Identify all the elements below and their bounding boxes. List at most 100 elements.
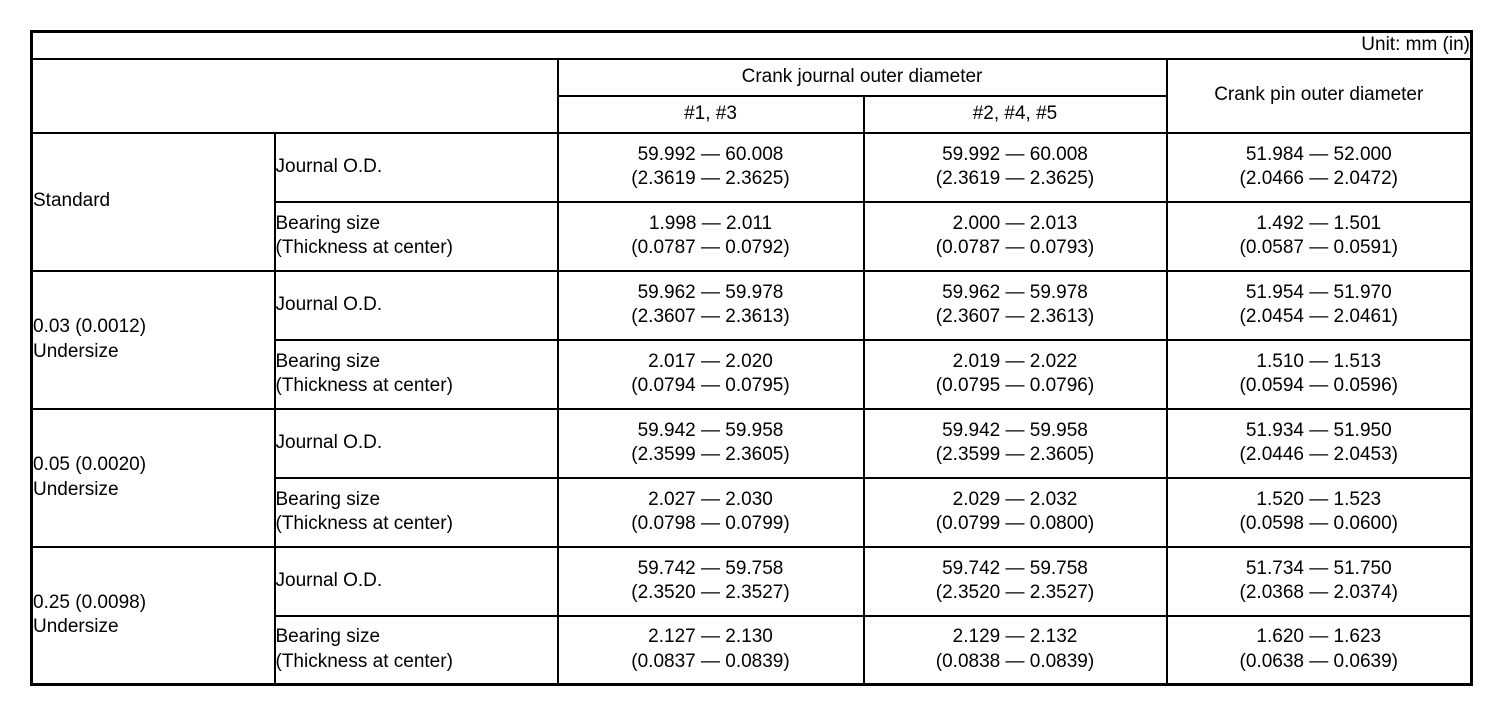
cell-005-bearing-pin: 1.520 — 1.523 (0.0598 — 0.0600) (1165, 476, 1473, 548)
value-mm: 1.620 — 1.623 (1256, 626, 1382, 648)
size-label-standard: Standard (30, 131, 276, 272)
value-in: (0.0794 — 0.0795) (631, 375, 790, 397)
value-in: (2.3607 — 2.3613) (631, 306, 790, 328)
size-label-005-undersize: 0.05 (0.0020) Undersize (30, 407, 276, 548)
cell-003-bearing-j245: 2.019 — 2.022 (0.0795 — 0.0796) (862, 338, 1168, 410)
size-label-025-undersize: 0.25 (0.0098) Undersize (30, 545, 276, 686)
value-mm: 2.017 — 2.020 (648, 350, 773, 372)
row-005-undersize-journal-od: 0.05 (0.0020) Undersize Journal O.D. 59.… (30, 407, 1473, 548)
cell-003-journal-j245: 59.962 — 59.978 (2.3607 — 2.3613) (862, 269, 1168, 341)
cell-025-journal-pin: 51.734 — 51.750 (2.0368 — 2.0374) (1165, 545, 1473, 617)
value-in: (2.3599 — 2.3605) (631, 444, 790, 466)
cell-standard-journal-j13: 59.992 — 60.008 (2.3619 — 2.3625) (556, 131, 865, 203)
value-mm: 2.027 — 2.030 (648, 488, 773, 510)
value-in: (0.0795 — 0.0796) (935, 375, 1095, 397)
cell-003-bearing-pin: 1.510 — 1.513 (0.0594 — 0.0596) (1165, 338, 1473, 410)
cell-standard-journal-pin: 51.984 — 52.000 (2.0466 — 2.0472) (1165, 131, 1473, 203)
cell-025-bearing-pin: 1.620 — 1.623 (0.0638 — 0.0639) (1165, 614, 1473, 686)
value-in: (2.0446 — 2.0453) (1239, 444, 1398, 466)
row-025-undersize-journal-od: 0.25 (0.0098) Undersize Journal O.D. 59.… (30, 545, 1473, 686)
value-in: (0.0787 — 0.0792) (631, 237, 790, 259)
value-mm: 59.962 — 59.978 (637, 281, 784, 303)
value-mm: 59.962 — 59.978 (942, 281, 1088, 303)
value-mm: 2.127 — 2.130 (648, 626, 773, 648)
value-mm: 59.742 — 59.758 (637, 557, 784, 579)
value-in: (2.3607 — 2.3613) (935, 306, 1095, 328)
row-003-undersize-bearing-size: Bearing size (Thickness at center) 2.017… (32, 338, 1473, 410)
header-empty-cell (30, 57, 559, 134)
size-label-line2: Undersize (33, 478, 119, 500)
row-type-bearing-size: Bearing size (Thickness at center) (273, 476, 559, 548)
cell-005-journal-pin: 51.934 — 51.950 (2.0446 — 2.0453) (1165, 407, 1473, 479)
row-type-journal-od: Journal O.D. (273, 545, 559, 617)
bearing-size-line1: Bearing size (275, 212, 381, 234)
value-in: (0.0638 — 0.0639) (1239, 650, 1398, 672)
bearing-size-line1: Bearing size (275, 350, 381, 372)
bearing-size-line2: (Thickness at center) (275, 237, 453, 259)
row-type-journal-od: Journal O.D. (273, 407, 559, 479)
row-type-bearing-size: Bearing size (Thickness at center) (273, 614, 559, 686)
row-025-undersize-bearing-size: Bearing size (Thickness at center) 2.127… (32, 614, 1473, 686)
value-in: (2.3520 — 2.3527) (631, 582, 790, 604)
bearing-size-line1: Bearing size (275, 626, 381, 648)
value-mm: 1.520 — 1.523 (1256, 488, 1382, 510)
cell-003-journal-pin: 51.954 — 51.970 (2.0454 — 2.0461) (1165, 269, 1473, 341)
row-type-bearing-size: Bearing size (Thickness at center) (273, 338, 559, 410)
row-type-journal-od: Journal O.D. (273, 131, 559, 203)
value-in: (2.0466 — 2.0472) (1239, 168, 1398, 190)
cell-standard-bearing-j245: 2.000 — 2.013 (0.0787 — 0.0793) (862, 200, 1168, 272)
size-label-line1: 0.25 (0.0098) (33, 591, 147, 613)
value-mm: 2.029 — 2.032 (952, 488, 1078, 510)
cell-025-bearing-j13: 2.127 — 2.130 (0.0837 — 0.0839) (556, 614, 865, 686)
size-label-line1: 0.03 (0.0012) (33, 316, 147, 337)
header-crank-journal-outer-diameter: Crank journal outer diameter (556, 57, 1168, 97)
value-in: (0.0838 — 0.0839) (935, 650, 1095, 672)
value-mm: 59.992 — 60.008 (942, 143, 1088, 165)
cell-005-bearing-j245: 2.029 — 2.032 (0.0799 — 0.0800) (862, 476, 1168, 548)
value-in: (0.0598 — 0.0600) (1239, 513, 1398, 535)
value-mm: 1.510 — 1.513 (1256, 350, 1382, 372)
header-journal-2-4-5: #2, #4, #5 (862, 94, 1168, 134)
row-standard-bearing-size: Bearing size (Thickness at center) 1.998… (32, 200, 1473, 272)
value-in: (0.0837 — 0.0839) (631, 650, 790, 672)
header-row-2: #1, #3 #2, #4, #5 (32, 94, 1472, 134)
value-in: (2.3619 — 2.3625) (935, 168, 1095, 190)
cell-005-bearing-j13: 2.027 — 2.030 (0.0798 — 0.0799) (556, 476, 865, 548)
unit-row: Unit: mm (in) (30, 30, 1473, 60)
cell-025-bearing-j245: 2.129 — 2.132 (0.0838 — 0.0839) (862, 614, 1168, 686)
value-mm: 1.492 — 1.501 (1256, 212, 1382, 234)
cell-005-journal-j13: 59.942 — 59.958 (2.3599 — 2.3605) (556, 407, 865, 479)
row-type-journal-od: Journal O.D. (273, 269, 559, 341)
value-mm: 2.129 — 2.132 (952, 626, 1078, 648)
bearing-size-line2: (Thickness at center) (275, 513, 453, 535)
row-standard-journal-od: Standard Journal O.D. 59.992 — 60.008 (2… (30, 131, 1473, 272)
cell-standard-journal-j245: 59.992 — 60.008 (2.3619 — 2.3625) (862, 131, 1168, 203)
crankshaft-spec-table-wrap: Unit: mm (in) Crank journal outer diamet… (30, 30, 1474, 687)
value-in: (0.0798 — 0.0799) (631, 513, 790, 535)
value-in: (0.0587 — 0.0591) (1239, 237, 1398, 259)
value-mm: 59.992 — 60.008 (637, 143, 784, 165)
row-type-bearing-size: Bearing size (Thickness at center) (273, 200, 559, 272)
size-label-line1: Standard (33, 190, 111, 212)
cell-003-journal-j13: 59.962 — 59.978 (2.3607 — 2.3613) (556, 269, 865, 341)
cell-standard-bearing-pin: 1.492 — 1.501 (0.0587 — 0.0591) (1165, 200, 1473, 272)
value-in: (2.3599 — 2.3605) (935, 444, 1095, 466)
bearing-size-line2: (Thickness at center) (275, 375, 453, 397)
header-row-1: Crank journal outer diameter Crank pin o… (30, 57, 1473, 134)
value-in: (0.0594 — 0.0596) (1239, 375, 1398, 397)
header-crank-pin-outer-diameter: Crank pin outer diameter (1165, 57, 1473, 134)
row-005-undersize-bearing-size: Bearing size (Thickness at center) 2.027… (32, 476, 1473, 548)
crankshaft-spec-table: Unit: mm (in) Crank journal outer diamet… (30, 30, 1474, 687)
value-in: (0.0799 — 0.0800) (935, 513, 1095, 535)
size-label-line2: Undersize (33, 340, 119, 362)
value-mm: 2.019 — 2.022 (952, 350, 1078, 372)
value-in: (2.0368 — 2.0374) (1239, 582, 1398, 604)
value-in: (2.3619 — 2.3625) (631, 168, 790, 190)
row-003-undersize-journal-od: 0.03 (0.0012) Undersize Journal O.D. 59.… (30, 269, 1473, 410)
value-mm: 59.942 — 59.958 (637, 419, 784, 441)
value-mm: 59.742 — 59.758 (942, 557, 1088, 579)
value-mm: 51.954 — 51.970 (1245, 281, 1392, 303)
size-label-003-undersize: 0.03 (0.0012) Undersize (30, 269, 276, 410)
value-in: (0.0787 — 0.0793) (935, 237, 1095, 259)
bearing-size-line1: Bearing size (275, 488, 381, 510)
